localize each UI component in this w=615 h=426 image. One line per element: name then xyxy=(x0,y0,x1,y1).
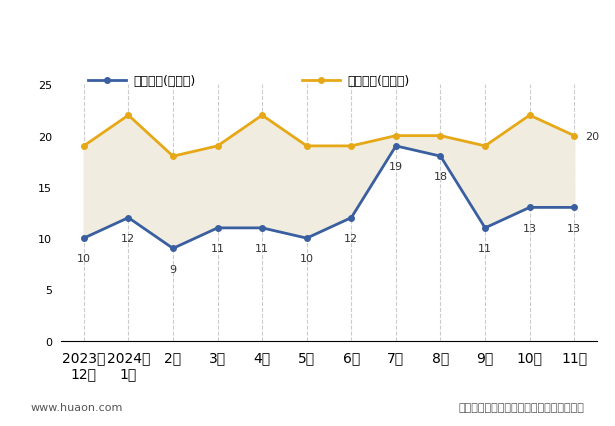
出口总额(亿美元) xyxy=(526,205,533,210)
Text: 2023-2024年海南省商品收发货人所在地进、出口额: 2023-2024年海南省商品收发货人所在地进、出口额 xyxy=(143,42,472,60)
Text: 数据来源：中国海关，华经产业研究院整理: 数据来源：中国海关，华经产业研究院整理 xyxy=(458,402,584,412)
进口总额(亿美元) xyxy=(125,113,132,118)
Text: 11: 11 xyxy=(210,244,224,253)
进口总额(亿美元) xyxy=(392,134,400,139)
出口总额(亿美元) xyxy=(80,236,87,241)
Text: 13: 13 xyxy=(567,223,581,233)
进口总额(亿美元) xyxy=(347,144,355,149)
进口总额(亿美元) xyxy=(214,144,221,149)
Text: 11: 11 xyxy=(255,244,269,253)
出口总额(亿美元) xyxy=(347,216,355,221)
出口总额(亿美元) xyxy=(482,226,489,231)
出口总额(亿美元) xyxy=(437,154,444,159)
进口总额(亿美元) xyxy=(258,113,266,118)
进口总额(亿美元) xyxy=(571,134,578,139)
Text: 10: 10 xyxy=(300,254,314,264)
Text: 进口总额(亿美元): 进口总额(亿美元) xyxy=(347,75,410,87)
Text: 10: 10 xyxy=(77,254,91,264)
进口总额(亿美元) xyxy=(437,134,444,139)
出口总额(亿美元) xyxy=(303,236,311,241)
进口总额(亿美元) xyxy=(526,113,533,118)
Text: 华经情报网: 华经情报网 xyxy=(31,9,68,21)
Line: 进口总额(亿美元): 进口总额(亿美元) xyxy=(81,113,577,160)
Text: 13: 13 xyxy=(523,223,537,233)
Text: 19: 19 xyxy=(389,162,403,172)
Text: 11: 11 xyxy=(478,244,492,253)
出口总额(亿美元) xyxy=(169,246,177,251)
Line: 出口总额(亿美元): 出口总额(亿美元) xyxy=(81,144,577,252)
进口总额(亿美元) xyxy=(303,144,311,149)
Text: 20: 20 xyxy=(585,131,600,141)
出口总额(亿美元) xyxy=(214,226,221,231)
Text: 12: 12 xyxy=(344,233,359,243)
Text: 出口总额(亿美元): 出口总额(亿美元) xyxy=(133,75,196,87)
Text: www.huaon.com: www.huaon.com xyxy=(31,402,123,412)
进口总额(亿美元) xyxy=(80,144,87,149)
进口总额(亿美元) xyxy=(169,154,177,159)
出口总额(亿美元) xyxy=(125,216,132,221)
出口总额(亿美元) xyxy=(392,144,400,149)
Text: 9: 9 xyxy=(169,264,177,274)
出口总额(亿美元) xyxy=(258,226,266,231)
Text: 18: 18 xyxy=(434,172,448,182)
Text: 12: 12 xyxy=(121,233,135,243)
进口总额(亿美元) xyxy=(482,144,489,149)
Text: 专业严谨 • 客观科学: 专业严谨 • 客观科学 xyxy=(509,9,584,21)
出口总额(亿美元) xyxy=(571,205,578,210)
